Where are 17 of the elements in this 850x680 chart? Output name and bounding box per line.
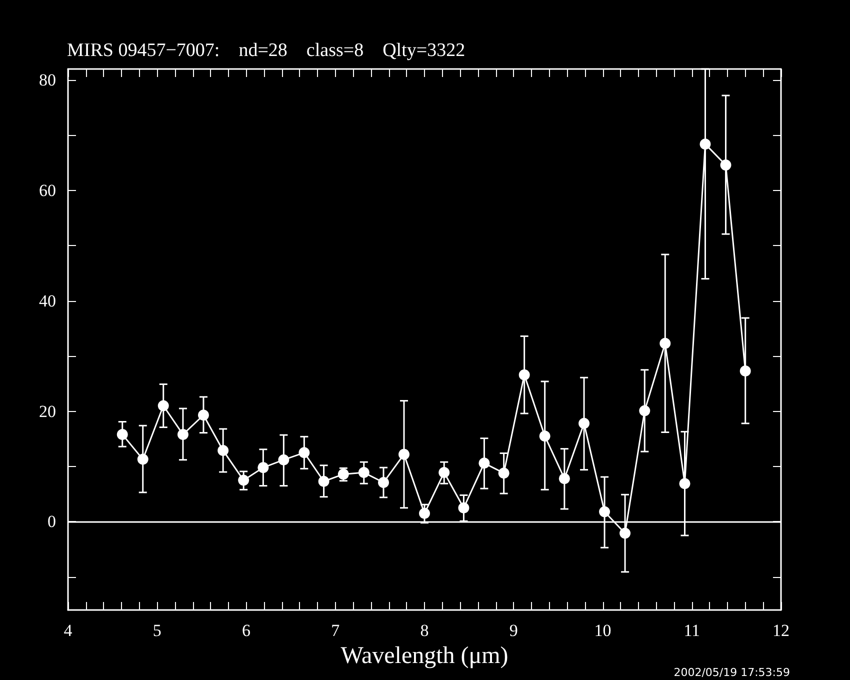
y-tick-label: 60 [39,180,56,200]
x-tick-label: 10 [594,621,612,640]
x-tick-label: 4 [64,621,73,640]
x-axis-title: Wavelength (μm) [340,642,508,669]
x-tick-label: 12 [772,621,790,640]
x-tick-label: 7 [331,621,340,640]
y-tick-label: 20 [39,402,56,421]
y-tick-label: 40 [39,291,56,310]
x-tick-label: 8 [420,621,429,640]
x-tick-label: 5 [152,621,162,640]
chart-title: MIRS 09457−7007: nd=28 class=8 Qlty=3322 [67,40,466,61]
text: 2002/05/19 17:53:59 [674,666,790,679]
x-tick-label: 11 [684,621,700,640]
y-tick-label: 80 [39,70,56,90]
x-tick-label: 6 [242,621,250,640]
x-tick-label: 9 [509,621,518,640]
y-tick-label: 0 [48,512,56,532]
